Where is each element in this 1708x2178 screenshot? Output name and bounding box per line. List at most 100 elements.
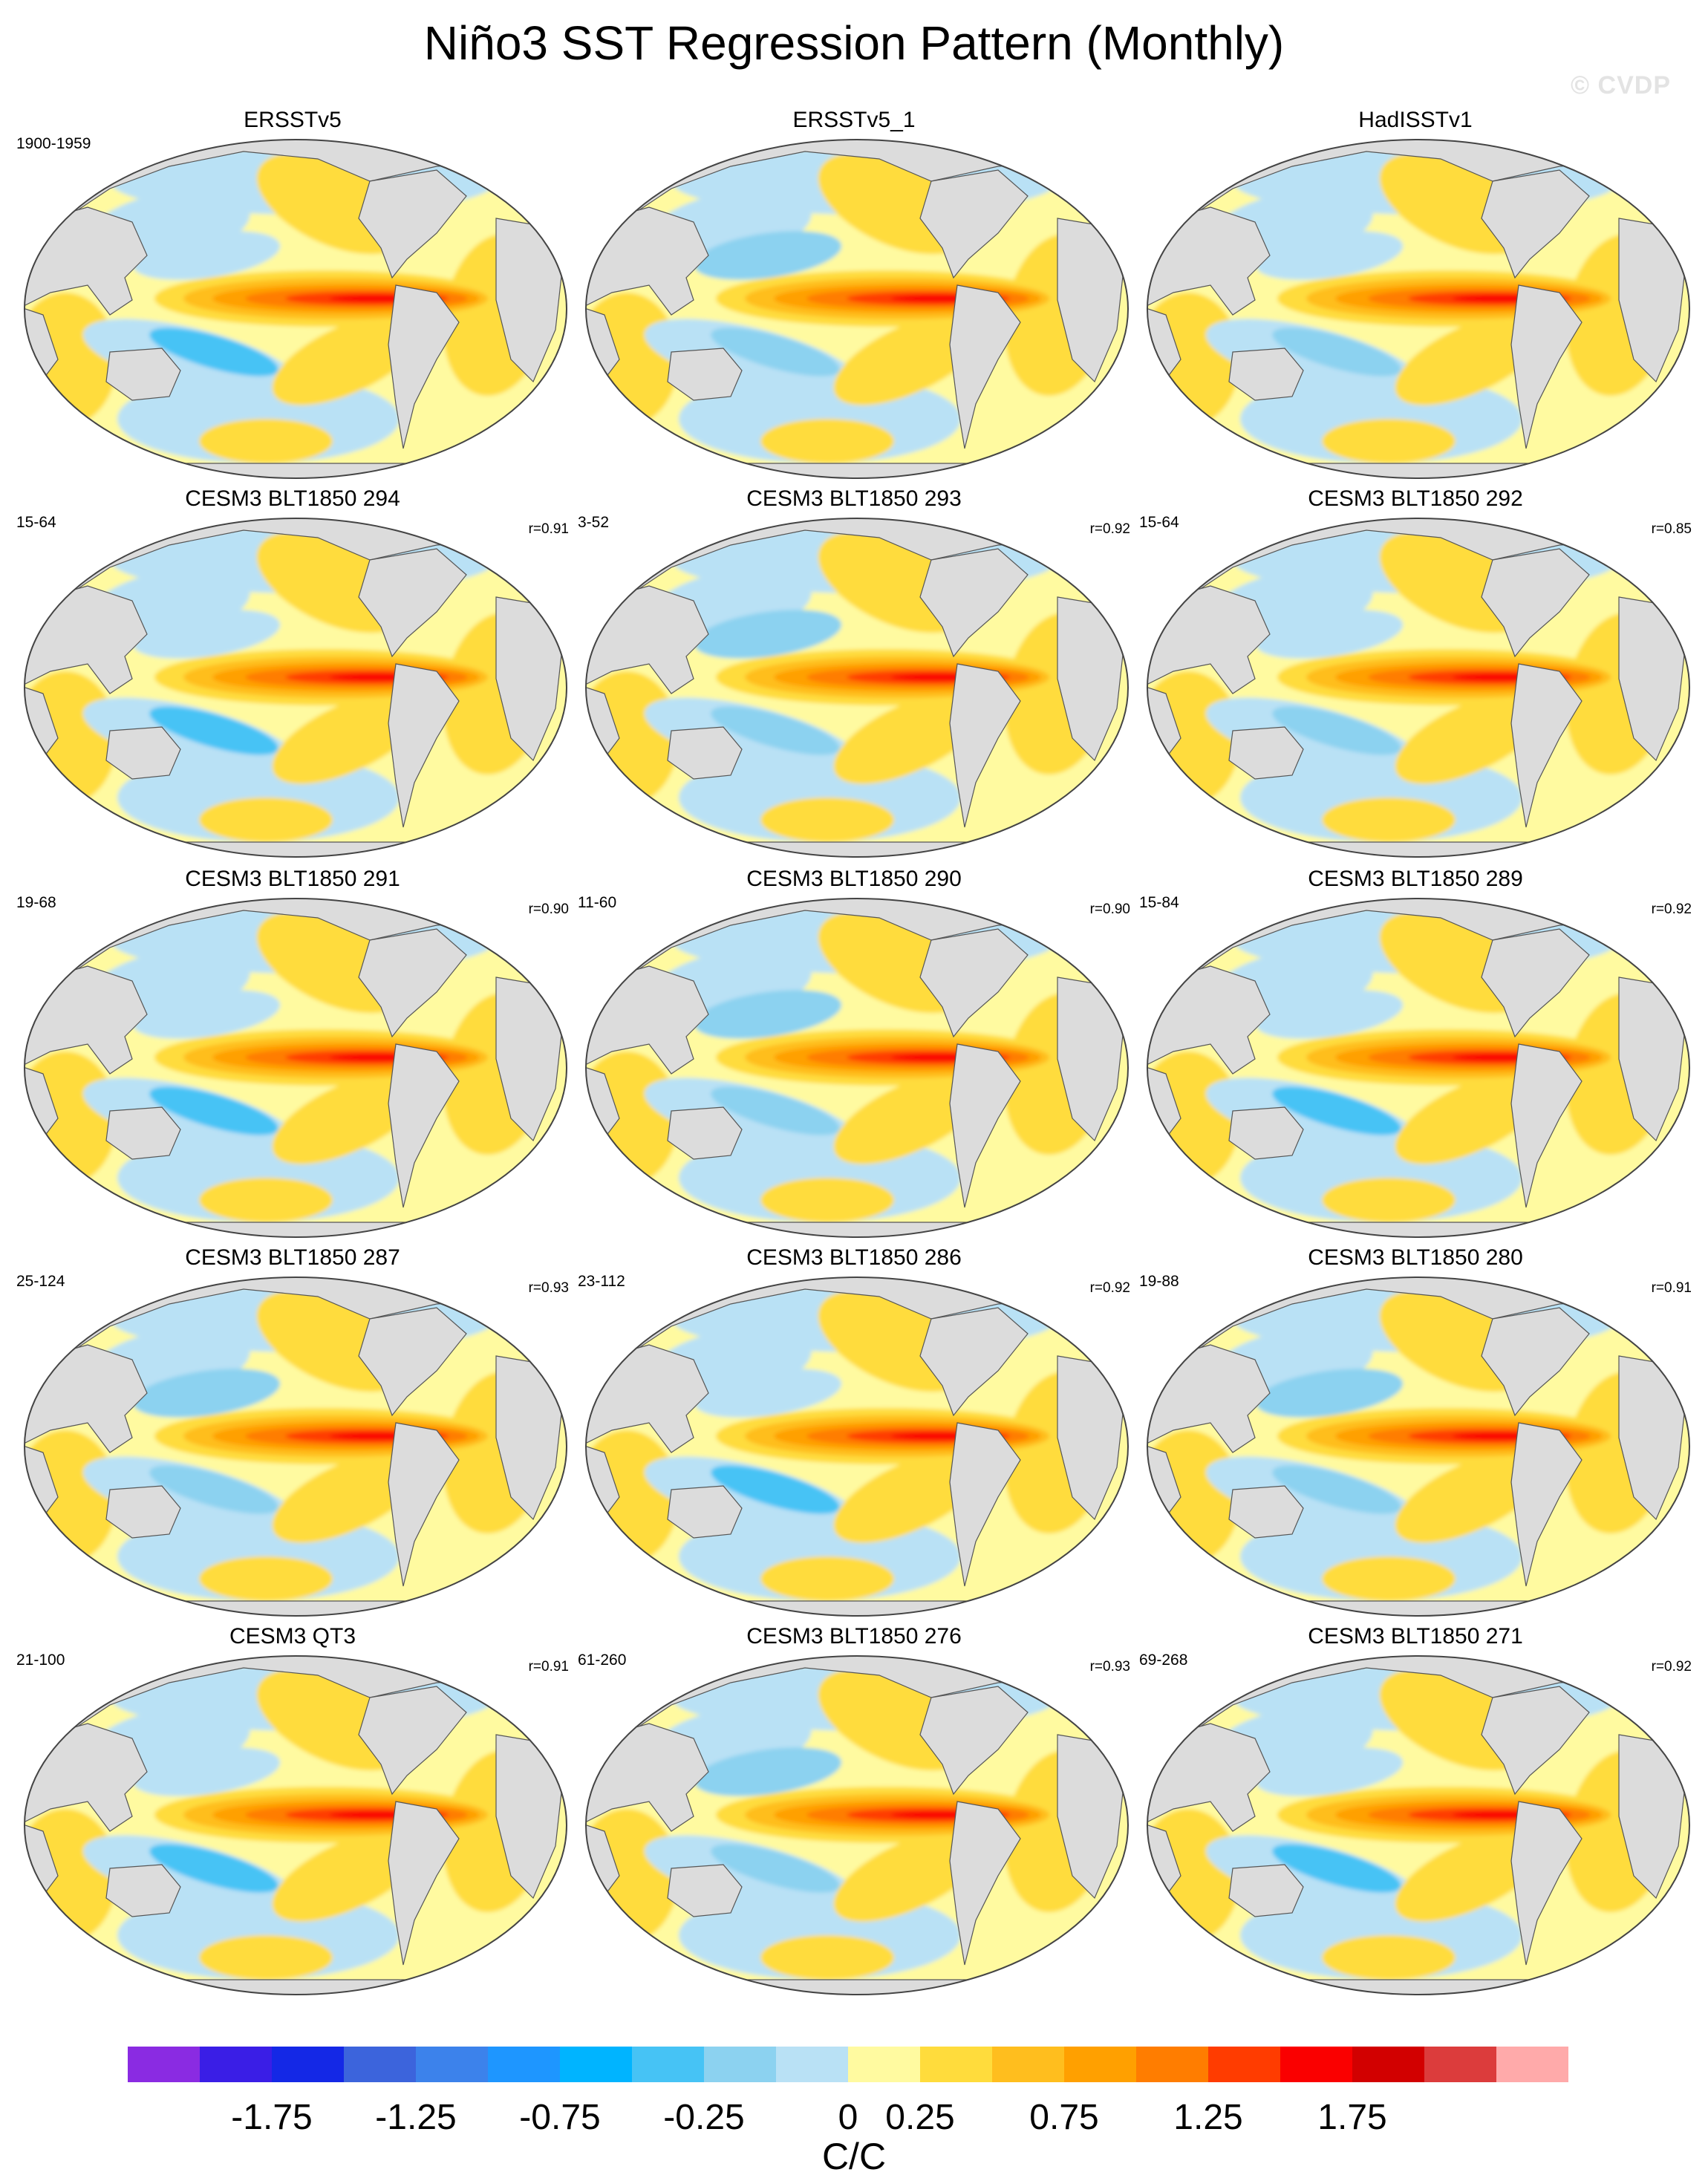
colorbar-box	[1064, 2047, 1136, 2082]
colorbar-box	[1208, 2047, 1280, 2082]
regression-map	[21, 515, 570, 861]
panel-period: 69-268	[1139, 1652, 1188, 1669]
panel-correlation: r=0.90	[528, 901, 569, 917]
map-panel: CESM3 BLT1850 286 23-112 r=0.92	[572, 1245, 1136, 1625]
colorbar-box	[1352, 2047, 1424, 2082]
colorbar-box	[488, 2047, 560, 2082]
regression-map	[1144, 515, 1693, 861]
watermark-logo: © CVDP	[1571, 71, 1671, 100]
panel-correlation: r=0.93	[528, 1280, 569, 1296]
colorbar-box	[992, 2047, 1064, 2082]
panel-correlation: r=0.92	[1651, 1659, 1692, 1675]
map-panel: CESM3 BLT1850 293 3-52 r=0.92	[572, 486, 1136, 866]
panel-period: 15-64	[1139, 514, 1179, 531]
colorbar-box	[920, 2047, 992, 2082]
colorbar-box	[1424, 2047, 1496, 2082]
regression-map	[21, 1653, 570, 1998]
panel-title: CESM3 QT3	[229, 1624, 356, 1649]
map-panel: CESM3 BLT1850 271 69-268 r=0.92	[1133, 1623, 1698, 2003]
panel-correlation: r=0.92	[1651, 901, 1692, 917]
map-panel: CESM3 BLT1850 280 19-88 r=0.91	[1133, 1245, 1698, 1625]
regression-map	[21, 1274, 570, 1620]
colorbar-box	[344, 2047, 416, 2082]
colorbar-tick-label: 0.25	[885, 2098, 955, 2137]
regression-map	[1144, 1274, 1693, 1620]
figure-title: Niño3 SST Regression Pattern (Monthly)	[423, 16, 1285, 70]
colorbar-units-label: C/C	[821, 2136, 887, 2177]
panel-title: CESM3 BLT1850 290	[746, 867, 962, 891]
panel-period: 1900-1959	[16, 135, 91, 152]
panel-title: ERSSTv5_1	[792, 108, 916, 132]
regression-map	[582, 515, 1132, 861]
panel-correlation: r=0.92	[1089, 1280, 1130, 1296]
panel-title: HadISSTv1	[1358, 108, 1473, 132]
map-panel: ERSSTv5 1900-1959	[10, 107, 575, 487]
colorbar-tick-label: 1.75	[1317, 2098, 1387, 2137]
colorbar-tick-label: 0.75	[1029, 2098, 1099, 2137]
colorbar-tick-label: -0.75	[519, 2098, 601, 2137]
colorbar-tick-label: -1.25	[375, 2098, 457, 2137]
colorbar-box	[200, 2047, 272, 2082]
regression-map	[1144, 137, 1693, 482]
panel-title: CESM3 BLT1850 289	[1308, 867, 1523, 891]
colorbar-box	[1136, 2047, 1208, 2082]
panel-period: 3-52	[578, 514, 610, 531]
panel-correlation: r=0.91	[528, 1659, 569, 1675]
colorbar	[128, 2047, 1568, 2082]
panel-period: 21-100	[16, 1652, 65, 1669]
regression-map	[582, 896, 1132, 1241]
panel-title: ERSSTv5	[244, 108, 342, 132]
panel-correlation: r=0.92	[1089, 521, 1130, 537]
regression-map	[582, 1274, 1132, 1620]
panel-title: CESM3 BLT1850 271	[1308, 1624, 1523, 1649]
colorbar-box	[776, 2047, 848, 2082]
panel-title: CESM3 BLT1850 294	[185, 486, 400, 511]
panel-period: 11-60	[578, 894, 617, 911]
panel-title: CESM3 BLT1850 291	[185, 867, 400, 891]
colorbar-box	[1496, 2047, 1568, 2082]
map-panel: ERSSTv5_1	[572, 107, 1136, 487]
regression-map	[582, 1653, 1132, 1998]
panel-period: 19-68	[16, 894, 56, 911]
panel-period: 61-260	[578, 1652, 627, 1669]
colorbar-box	[632, 2047, 704, 2082]
panel-correlation: r=0.85	[1651, 521, 1692, 537]
panel-period: 23-112	[578, 1273, 625, 1290]
colorbar-box	[272, 2047, 344, 2082]
colorbar-box	[560, 2047, 632, 2082]
panel-period: 15-84	[1139, 894, 1179, 911]
map-panel: CESM3 BLT1850 276 61-260 r=0.93	[572, 1623, 1136, 2003]
colorbar-tick-label: 0	[838, 2098, 858, 2137]
regression-map	[582, 137, 1132, 482]
panel-correlation: r=0.93	[1089, 1659, 1130, 1675]
map-panel: CESM3 BLT1850 287 25-124 r=0.93	[10, 1245, 575, 1625]
colorbar-box	[1280, 2047, 1352, 2082]
panel-title: CESM3 BLT1850 293	[746, 486, 962, 511]
panel-correlation: r=0.90	[1089, 901, 1130, 917]
panel-period: 15-64	[16, 514, 56, 531]
map-panel: CESM3 BLT1850 289 15-84 r=0.92	[1133, 866, 1698, 1246]
panel-title: CESM3 BLT1850 286	[746, 1245, 962, 1270]
colorbar-box	[416, 2047, 488, 2082]
regression-map	[1144, 896, 1693, 1241]
map-panel: HadISSTv1	[1133, 107, 1698, 487]
map-panel: CESM3 BLT1850 292 15-64 r=0.85	[1133, 486, 1698, 866]
map-panel: CESM3 BLT1850 294 15-64 r=0.91	[10, 486, 575, 866]
colorbar-box	[128, 2047, 200, 2082]
regression-map	[1144, 1653, 1693, 1998]
colorbar-tick-label: -1.75	[231, 2098, 313, 2137]
panel-title: CESM3 BLT1850 280	[1308, 1245, 1523, 1270]
map-panel: CESM3 BLT1850 291 19-68 r=0.90	[10, 866, 575, 1246]
regression-map	[21, 137, 570, 482]
colorbar-box	[848, 2047, 920, 2082]
panel-correlation: r=0.91	[1651, 1280, 1692, 1296]
regression-map	[21, 896, 570, 1241]
panel-correlation: r=0.91	[528, 521, 569, 537]
colorbar-box	[704, 2047, 776, 2082]
colorbar-tick-label: -0.25	[663, 2098, 745, 2137]
panel-period: 19-88	[1139, 1273, 1179, 1290]
map-panel: CESM3 BLT1850 290 11-60 r=0.90	[572, 866, 1136, 1246]
colorbar-tick-label: 1.25	[1173, 2098, 1243, 2137]
panel-title: CESM3 BLT1850 276	[746, 1624, 962, 1649]
colorbar-tick-labels: -1.75 -1.25 -0.75 -0.25 0 0.25 0.75 1.25 1.75	[0, 2097, 1708, 2142]
